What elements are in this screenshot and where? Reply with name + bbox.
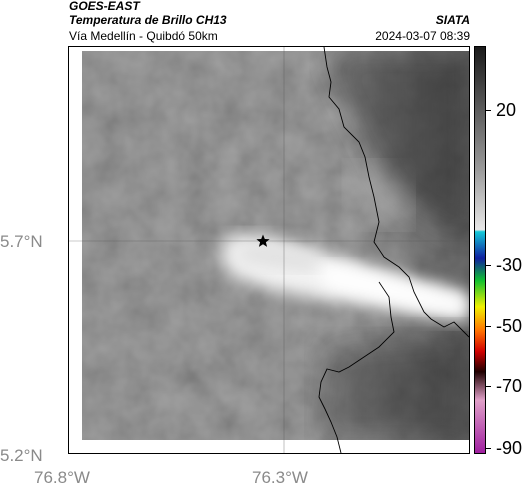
timestamp-label: 2024-03-07 08:39	[375, 29, 470, 43]
colorbar-tick-label: -70	[496, 376, 523, 396]
colorbar-tick	[486, 326, 491, 327]
colorbar-tick-label: -50	[496, 316, 523, 336]
colorbar-ramp	[475, 47, 485, 453]
colorbar-tick	[486, 110, 491, 111]
lat-tick-label: 5.7°N	[0, 232, 43, 251]
cold-cloud-core	[319, 262, 464, 312]
colorbar-tick-label: 20	[496, 100, 517, 120]
colorbar-tick	[486, 265, 491, 266]
colorbar-tick-label: -90	[496, 438, 523, 458]
organization-label: SIATA	[435, 13, 470, 27]
star-icon[interactable]	[256, 234, 270, 247]
cloud-north	[347, 164, 410, 226]
margin-top	[69, 47, 469, 51]
colorbar	[474, 46, 486, 454]
colorbar-tick	[486, 386, 491, 387]
satellite-map[interactable]	[68, 46, 470, 454]
colorbar-tick-label: -30	[496, 255, 523, 275]
map-canvas	[69, 47, 469, 453]
east-shade	[349, 51, 469, 440]
colorbar-tick	[486, 448, 491, 449]
product-title: Temperatura de Brillo CH13	[69, 13, 227, 27]
region-label: Vía Medellín - Quibdó 50km	[69, 29, 218, 43]
department-boundary	[323, 47, 469, 338]
lat-tick-label: 5.2°N	[0, 446, 43, 465]
lon-tick-label: 76.3°W	[252, 468, 308, 487]
margin-bottom	[69, 440, 469, 453]
source-label: GOES-EAST	[69, 0, 140, 13]
cloud-west	[237, 245, 319, 272]
margin-left	[69, 47, 82, 453]
municipal-boundary	[318, 281, 395, 453]
lon-tick-label: 76.8°W	[34, 468, 90, 487]
